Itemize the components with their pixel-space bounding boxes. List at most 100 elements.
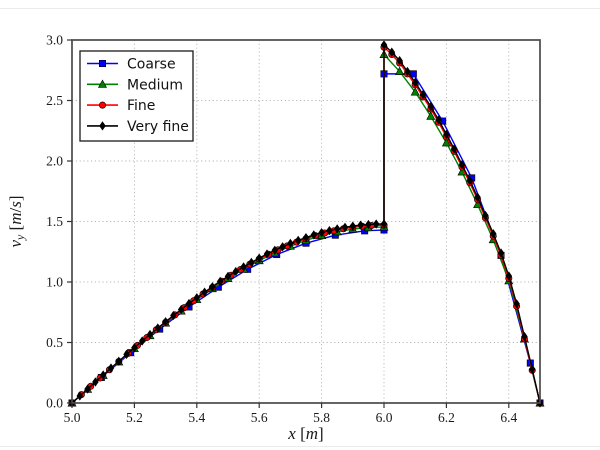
data-point-marker <box>162 317 169 327</box>
data-point-marker <box>115 356 123 366</box>
x-tick-label: 5.0 <box>64 410 81 425</box>
data-point-marker <box>380 219 388 229</box>
data-point-marker <box>263 249 271 259</box>
data-point-marker <box>333 224 341 234</box>
data-point-marker <box>185 298 193 309</box>
data-point-marker <box>240 262 247 272</box>
legend-item-very-fine: Very fine <box>87 119 189 135</box>
data-point-marker <box>224 271 232 281</box>
data-point-marker <box>255 253 263 263</box>
data-point-marker <box>419 89 427 100</box>
legend: Coarse Medium Fine Very fine <box>79 50 194 142</box>
data-point-marker <box>99 121 106 131</box>
data-point-marker <box>131 343 138 353</box>
x-tick-label: 5.2 <box>126 410 143 425</box>
data-point-marker <box>372 219 380 229</box>
axis-ticks <box>67 39 510 408</box>
y-tick-label: 3.0 <box>46 33 63 48</box>
y-tick-label: 2.0 <box>46 154 63 169</box>
data-point-marker <box>201 287 208 297</box>
data-point-marker <box>294 235 302 245</box>
bottom-divider <box>0 446 600 447</box>
data-point-marker <box>443 129 450 139</box>
data-point-marker <box>505 271 513 281</box>
data-point-marker <box>458 160 466 170</box>
data-point-marker <box>404 66 411 77</box>
data-point-marker <box>489 228 497 239</box>
data-point-marker <box>326 225 333 236</box>
data-point-marker <box>441 138 451 147</box>
data-point-marker <box>302 232 310 243</box>
y-tick-label: 1.0 <box>46 275 63 290</box>
legend-label: Very fine <box>127 119 189 135</box>
data-point-marker <box>435 115 442 125</box>
legend-item-fine: Fine <box>87 98 155 114</box>
data-point-marker <box>388 47 396 57</box>
data-point-marker <box>279 242 286 252</box>
y-tick-label: 2.5 <box>46 93 63 108</box>
data-point-marker <box>318 228 325 238</box>
data-point-marker <box>138 336 146 346</box>
y-tick-label: 0.5 <box>46 335 63 350</box>
data-point-marker <box>380 40 388 50</box>
y-tick-label: 1.5 <box>46 214 63 229</box>
data-point-marker <box>248 257 255 268</box>
data-point-marker <box>427 101 435 112</box>
data-point-marker <box>99 59 107 67</box>
data-point-marker <box>450 144 458 154</box>
data-point-marker <box>482 210 489 221</box>
data-point-marker <box>310 230 318 240</box>
x-tick-label: 5.4 <box>188 410 205 425</box>
top-divider <box>0 8 600 9</box>
data-point-marker <box>521 331 528 342</box>
data-point-marker <box>357 220 364 230</box>
data-point-marker <box>92 377 99 387</box>
y-axis-label: vy [m/s] <box>6 195 27 247</box>
data-point-marker <box>209 282 216 292</box>
legend-label: Fine <box>127 98 155 114</box>
data-point-marker <box>396 55 403 66</box>
data-point-marker <box>76 391 84 401</box>
series-very-fine <box>68 40 544 408</box>
data-point-marker <box>497 248 505 258</box>
data-point-marker <box>466 175 474 185</box>
data-point-marker <box>216 276 224 287</box>
data-point-marker <box>146 329 154 340</box>
data-point-marker <box>410 87 420 96</box>
data-point-marker <box>426 111 436 120</box>
legend-label: Coarse <box>127 57 176 73</box>
x-tick-label: 6.0 <box>376 410 393 425</box>
data-point-marker <box>97 79 108 88</box>
tick-labels: 5.0 5.2 5.4 5.6 5.8 6.0 6.2 6.4 0.0 0.5 1.0 1.5 2.0 2… <box>46 33 517 426</box>
data-point-marker <box>365 219 372 230</box>
data-point-marker <box>232 266 240 277</box>
legend-item-medium: Medium <box>87 77 183 93</box>
data-point-marker <box>154 323 162 333</box>
data-point-marker <box>349 221 357 231</box>
y-tick-label: 0.0 <box>46 396 63 411</box>
data-point-marker <box>474 192 481 202</box>
data-point-marker <box>84 384 91 394</box>
data-point-marker <box>395 66 405 75</box>
data-point-marker <box>287 238 294 249</box>
data-point-marker <box>528 364 536 374</box>
data-point-marker <box>513 299 520 309</box>
data-point-marker <box>99 101 107 109</box>
x-tick-label: 6.2 <box>438 410 455 425</box>
data-point-marker <box>271 245 279 255</box>
legend-item-coarse: Coarse <box>87 57 176 73</box>
data-point-marker <box>107 363 115 373</box>
data-point-marker <box>177 304 185 315</box>
x-tick-label: 5.6 <box>251 410 268 425</box>
x-tick-label: 6.4 <box>500 410 517 425</box>
x-tick-label: 5.8 <box>313 410 330 425</box>
data-point-marker <box>341 222 349 232</box>
legend-label: Medium <box>127 77 183 93</box>
data-point-marker <box>99 370 107 380</box>
data-point-marker <box>123 349 130 359</box>
x-axis-label: x [m] <box>287 424 323 443</box>
data-point-marker <box>170 310 177 321</box>
data-point-marker <box>411 77 419 87</box>
